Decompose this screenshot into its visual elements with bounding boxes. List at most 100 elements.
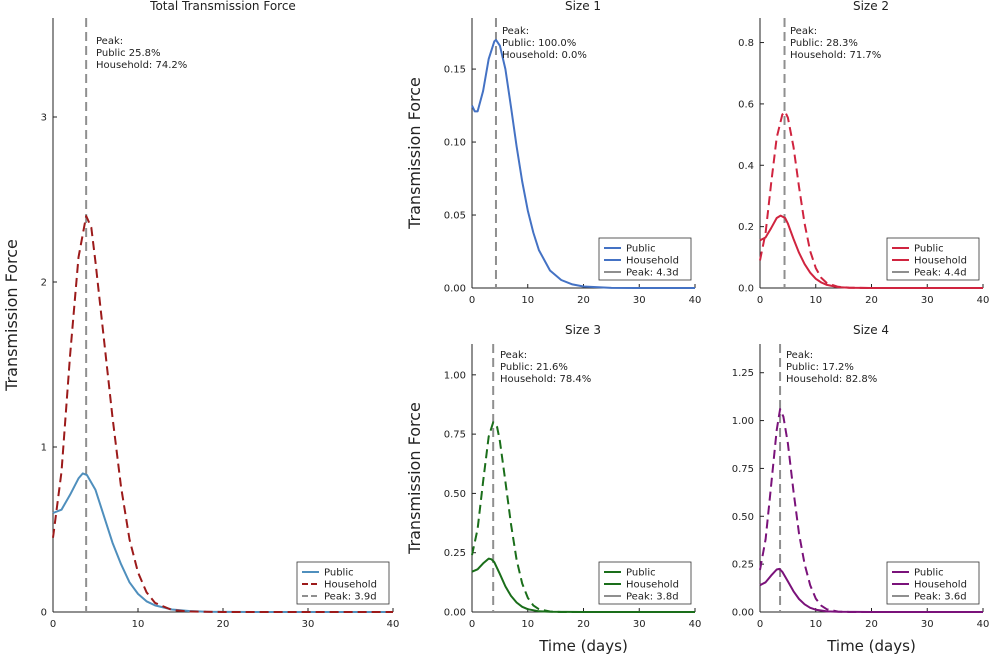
- x-tick-label: 0: [50, 619, 56, 630]
- x-tick-label: 30: [921, 619, 934, 630]
- y-tick-label: 0.75: [732, 464, 754, 475]
- y-tick-label: 1.25: [732, 368, 754, 379]
- y-tick-label: 3: [41, 113, 47, 124]
- peak-annotation-line: Public 25.8%: [96, 48, 161, 59]
- x-tick-label: 10: [521, 619, 534, 630]
- y-tick-label: 0.00: [444, 608, 466, 619]
- y-tick-label: 0.10: [444, 138, 466, 149]
- x-axis-label: Time (days): [826, 637, 916, 655]
- legend-label: Public: [914, 244, 944, 255]
- x-tick-label: 0: [757, 619, 763, 630]
- series-household-line: [471, 421, 695, 613]
- peak-annotation-line: Public: 100.0%: [502, 38, 576, 49]
- legend-label: Public: [626, 568, 656, 579]
- peak-annotation-line: Household: 78.4%: [500, 374, 591, 385]
- peak-annotation-line: Household: 74.2%: [96, 60, 187, 71]
- series-household-line: [759, 110, 983, 289]
- panel-1: Total Transmission Force Transmission For…: [2, 0, 399, 630]
- peak-annotation-line: Peak:: [786, 350, 813, 361]
- y-tick-label: 0.50: [444, 489, 466, 500]
- x-tick-label: 20: [865, 619, 878, 630]
- y-tick-label: 0.75: [444, 430, 466, 441]
- y-tick-label: 1.00: [444, 370, 466, 381]
- y-tick-label: 0.0: [738, 284, 754, 295]
- x-tick-label: 10: [809, 295, 822, 306]
- y-axis-label: Transmission Force: [2, 239, 21, 392]
- x-tick-label: 0: [469, 295, 475, 306]
- peak-annotation-line: Peak:: [96, 36, 123, 47]
- panel-4: Size 3 Transmission Force Time (days) 0 10 20…: [405, 323, 701, 655]
- x-tick-label: 0: [757, 295, 763, 306]
- y-tick-label: 0.25: [732, 560, 754, 571]
- y-tick-label: 2: [41, 278, 47, 289]
- peak-annotation-line: Household: 0.0%: [502, 50, 587, 61]
- y-tick-label: 0.15: [444, 65, 466, 76]
- x-tick-label: 30: [633, 619, 646, 630]
- y-tick-label: 0.2: [738, 222, 754, 233]
- panel-title: Total Transmission Force: [149, 0, 296, 13]
- y-tick-label: 0.50: [732, 512, 754, 523]
- x-tick-label: 40: [387, 619, 400, 630]
- peak-annotation-line: Public: 28.3%: [790, 38, 858, 49]
- panel-title: Size 4: [853, 323, 889, 337]
- y-tick-label: 1: [41, 443, 47, 454]
- x-tick-label: 40: [977, 619, 990, 630]
- x-tick-label: 0: [469, 619, 475, 630]
- y-axis-label: Transmission Force: [405, 77, 424, 230]
- x-tick-label: 30: [921, 295, 934, 306]
- y-tick-label: 0.6: [738, 99, 754, 110]
- x-tick-label: 40: [689, 619, 702, 630]
- peak-annotation-line: Public: 21.6%: [500, 362, 568, 373]
- legend-label: Peak: 3.6d: [914, 592, 967, 603]
- legend-label: Peak: 3.9d: [324, 592, 377, 603]
- x-tick-label: 20: [865, 295, 878, 306]
- peak-annotation-line: Peak:: [502, 26, 529, 37]
- legend-label: Household: [626, 580, 679, 591]
- legend-label: Public: [626, 244, 656, 255]
- y-axis-label: Transmission Force: [405, 402, 424, 555]
- legend-label: Peak: 4.4d: [914, 268, 967, 279]
- panel-3: Size 20 10 20 30 400.00.20.40.60.8Peak:Publi…: [738, 0, 989, 306]
- x-tick-label: 20: [577, 295, 590, 306]
- legend-label: Public: [914, 568, 944, 579]
- y-tick-label: 0.00: [444, 284, 466, 295]
- peak-annotation-line: Household: 71.7%: [790, 50, 881, 61]
- x-tick-label: 20: [577, 619, 590, 630]
- panel-title: Size 2: [853, 0, 889, 13]
- legend-label: Household: [914, 580, 967, 591]
- x-axis-label: Time (days): [538, 637, 628, 655]
- legend-label: Public: [324, 568, 354, 579]
- y-tick-label: 0: [41, 608, 47, 619]
- x-tick-label: 10: [809, 619, 822, 630]
- peak-annotation-line: Peak:: [790, 26, 817, 37]
- y-tick-label: 0.05: [444, 211, 466, 222]
- y-tick-label: 0.25: [444, 548, 466, 559]
- series-public-line: [52, 472, 393, 613]
- x-tick-label: 40: [977, 295, 990, 306]
- legend-label: Household: [324, 580, 377, 591]
- x-tick-label: 10: [521, 295, 534, 306]
- x-tick-label: 20: [217, 619, 230, 630]
- peak-annotation-line: Public: 17.2%: [786, 362, 854, 373]
- x-tick-label: 30: [302, 619, 315, 630]
- series-public-line: [471, 38, 695, 289]
- y-tick-label: 0.00: [732, 608, 754, 619]
- legend-label: Peak: 3.8d: [626, 592, 679, 603]
- legend-label: Peak: 4.3d: [626, 268, 679, 279]
- series-household-line: [52, 215, 393, 613]
- panel-title: Size 3: [565, 323, 601, 337]
- x-tick-label: 10: [132, 619, 145, 630]
- legend-label: Household: [914, 256, 967, 267]
- panel-5: Size 4 Time (days) 0 10 20 30 40 0.00 0.25 0.50 0.…: [732, 323, 990, 655]
- panel-title: Size 1: [565, 0, 601, 13]
- y-tick-label: 0.4: [738, 161, 754, 172]
- panel-2: Size 1 Transmission Force 0 10 20 30 40 0.00 0.0…: [405, 0, 701, 306]
- peak-annotation-line: Household: 82.8%: [786, 374, 877, 385]
- legend-label: Household: [626, 256, 679, 267]
- series-household-line: [759, 408, 983, 613]
- y-tick-label: 1.00: [732, 416, 754, 427]
- peak-annotation-line: Peak:: [500, 350, 527, 361]
- x-tick-label: 30: [633, 295, 646, 306]
- y-tick-label: 0.8: [738, 38, 754, 49]
